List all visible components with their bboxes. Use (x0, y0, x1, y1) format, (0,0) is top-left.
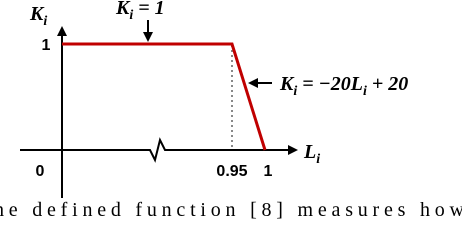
text: + 20 (367, 73, 408, 95)
text: L (303, 141, 316, 163)
text: K (29, 3, 45, 25)
text: K (279, 73, 295, 95)
caption-text: he defined function [8] measures how (0, 199, 462, 220)
x-axis (20, 137, 293, 163)
text: K (115, 0, 131, 19)
text: = −20L (297, 73, 363, 95)
x-axis-arrow (288, 145, 298, 155)
annotation: Ki = 1 (115, 0, 165, 23)
x-tick-label: 0 (36, 163, 45, 180)
subscript: i (316, 152, 320, 167)
x-axis-label: Li (303, 141, 320, 167)
annotation: Ki = −20Li + 20 (279, 73, 408, 99)
subscript: i (293, 84, 297, 99)
subscript: i (363, 84, 367, 99)
subscript: i (43, 14, 47, 29)
x-tick-label: 0.95 (216, 163, 247, 180)
text: = 1 (133, 0, 164, 19)
y-axis-label: Ki (29, 3, 47, 29)
x-tick-label: 1 (264, 163, 273, 180)
subscript: i (129, 8, 133, 23)
y-tick-label: 1 (42, 37, 51, 54)
function-line (62, 42, 267, 151)
